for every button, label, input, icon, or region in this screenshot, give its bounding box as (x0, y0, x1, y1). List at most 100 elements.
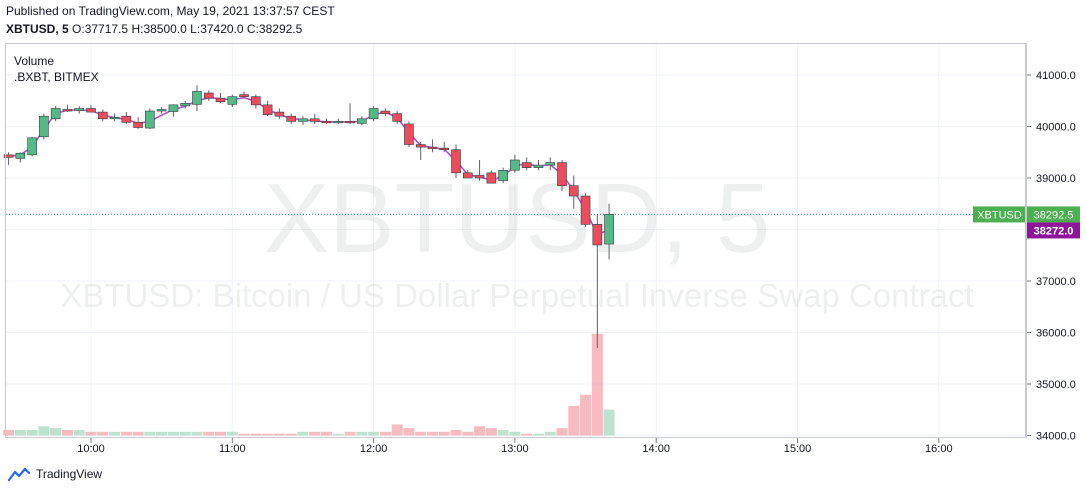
volume-bar (321, 431, 332, 436)
candle[interactable] (203, 90, 214, 101)
candle[interactable] (180, 100, 190, 109)
candle[interactable] (298, 116, 308, 125)
candle[interactable] (15, 152, 26, 163)
candle[interactable] (251, 94, 261, 109)
candle-body (274, 111, 285, 117)
candle[interactable] (262, 100, 273, 117)
candle-body (39, 115, 49, 138)
volume-bar (215, 431, 227, 436)
candle-body (439, 147, 450, 150)
volume-bar (556, 428, 568, 436)
candle[interactable] (27, 136, 37, 157)
candle[interactable] (3, 152, 14, 166)
candle[interactable] (451, 144, 461, 178)
chart-grid (6, 44, 1025, 437)
volume-bar (344, 431, 356, 436)
candle[interactable] (357, 116, 367, 126)
candle[interactable] (604, 203, 614, 260)
candle[interactable] (39, 113, 49, 140)
candle[interactable] (380, 108, 391, 117)
price-axis: 34000.035000.036000.037000.038000.039000… (1026, 70, 1076, 443)
candle[interactable] (415, 141, 426, 160)
volume-bar (603, 409, 615, 436)
candle-body (133, 122, 143, 128)
candle[interactable] (498, 167, 508, 184)
price-badges: XBTUSD 38292.5 38272.0 (973, 206, 1080, 239)
candle[interactable] (580, 193, 591, 227)
candle[interactable] (545, 157, 556, 171)
time-tick-label: 14:00 (642, 443, 670, 455)
volume-bar (438, 431, 450, 436)
watermark-description: XBTUSD: Bitcoin / US Dollar Perpetual In… (60, 277, 973, 314)
candle[interactable] (568, 175, 579, 209)
volume-bar (568, 405, 580, 436)
volume-bar (462, 431, 474, 436)
open-value: 37717.5 (84, 22, 129, 36)
candle[interactable] (109, 113, 120, 122)
candle-body (145, 110, 155, 129)
candle[interactable] (97, 109, 108, 122)
candle[interactable] (439, 141, 450, 153)
candle-body (109, 116, 120, 120)
watermark: XBTUSD, 5 XBTUSD: Bitcoin / US Dollar Pe… (60, 163, 973, 314)
volume-bar (285, 433, 297, 436)
candle-body (592, 224, 603, 246)
candle[interactable] (62, 104, 73, 113)
candle[interactable] (286, 113, 296, 124)
candle[interactable] (510, 154, 520, 173)
candle[interactable] (274, 108, 285, 119)
price-tick-label: 40000.0 (1036, 122, 1076, 134)
candle[interactable] (486, 170, 497, 184)
candle[interactable] (74, 105, 85, 114)
candle[interactable] (333, 118, 344, 124)
candle[interactable] (368, 105, 379, 122)
volume-bar (156, 431, 168, 436)
volume-bar (391, 424, 403, 436)
candle[interactable] (215, 93, 226, 104)
candle-body (15, 152, 26, 159)
candle-body (309, 118, 320, 122)
candle-body (239, 94, 249, 97)
volume-bar (191, 431, 203, 436)
symbol-interval[interactable]: XBTUSD, 5 (6, 22, 69, 36)
candle[interactable] (50, 105, 61, 122)
candle-body (262, 104, 273, 115)
candle[interactable] (227, 94, 238, 107)
volume-bar (120, 431, 132, 436)
candle[interactable] (345, 103, 355, 124)
candle-body (298, 118, 308, 122)
candle[interactable] (192, 85, 202, 112)
candle[interactable] (86, 104, 96, 113)
candle[interactable] (121, 112, 132, 124)
candle[interactable] (462, 170, 473, 179)
candle[interactable] (592, 214, 603, 348)
time-axis: 10:00 11:00 12:00 13:00 14:00 15:00 16:00 (77, 438, 953, 455)
volume-bar (61, 429, 73, 436)
candle[interactable] (474, 159, 485, 181)
candle[interactable] (321, 118, 332, 124)
volume-label: Volume (14, 54, 55, 68)
candle-body (156, 109, 167, 112)
candle[interactable] (133, 117, 143, 130)
candle[interactable] (533, 159, 544, 171)
candle[interactable] (309, 113, 320, 124)
candle[interactable] (404, 121, 414, 148)
footer-branding[interactable]: TradingView (8, 466, 102, 482)
price-tick-label: 36000.0 (1036, 328, 1076, 340)
volume-bar (580, 394, 592, 436)
candle[interactable] (239, 91, 249, 99)
volume-bar (485, 428, 497, 436)
volume-bar (85, 431, 97, 436)
candle[interactable] (156, 106, 167, 114)
volume-bar (109, 431, 121, 436)
candle[interactable] (392, 111, 402, 124)
time-tick-label: 12:00 (360, 443, 388, 455)
candle[interactable] (145, 108, 155, 130)
candle[interactable] (168, 104, 179, 117)
candle[interactable] (557, 159, 567, 191)
moving-average-line (8, 96, 610, 236)
candle[interactable] (427, 139, 438, 153)
candle-body (521, 162, 532, 169)
candle[interactable] (521, 157, 532, 171)
